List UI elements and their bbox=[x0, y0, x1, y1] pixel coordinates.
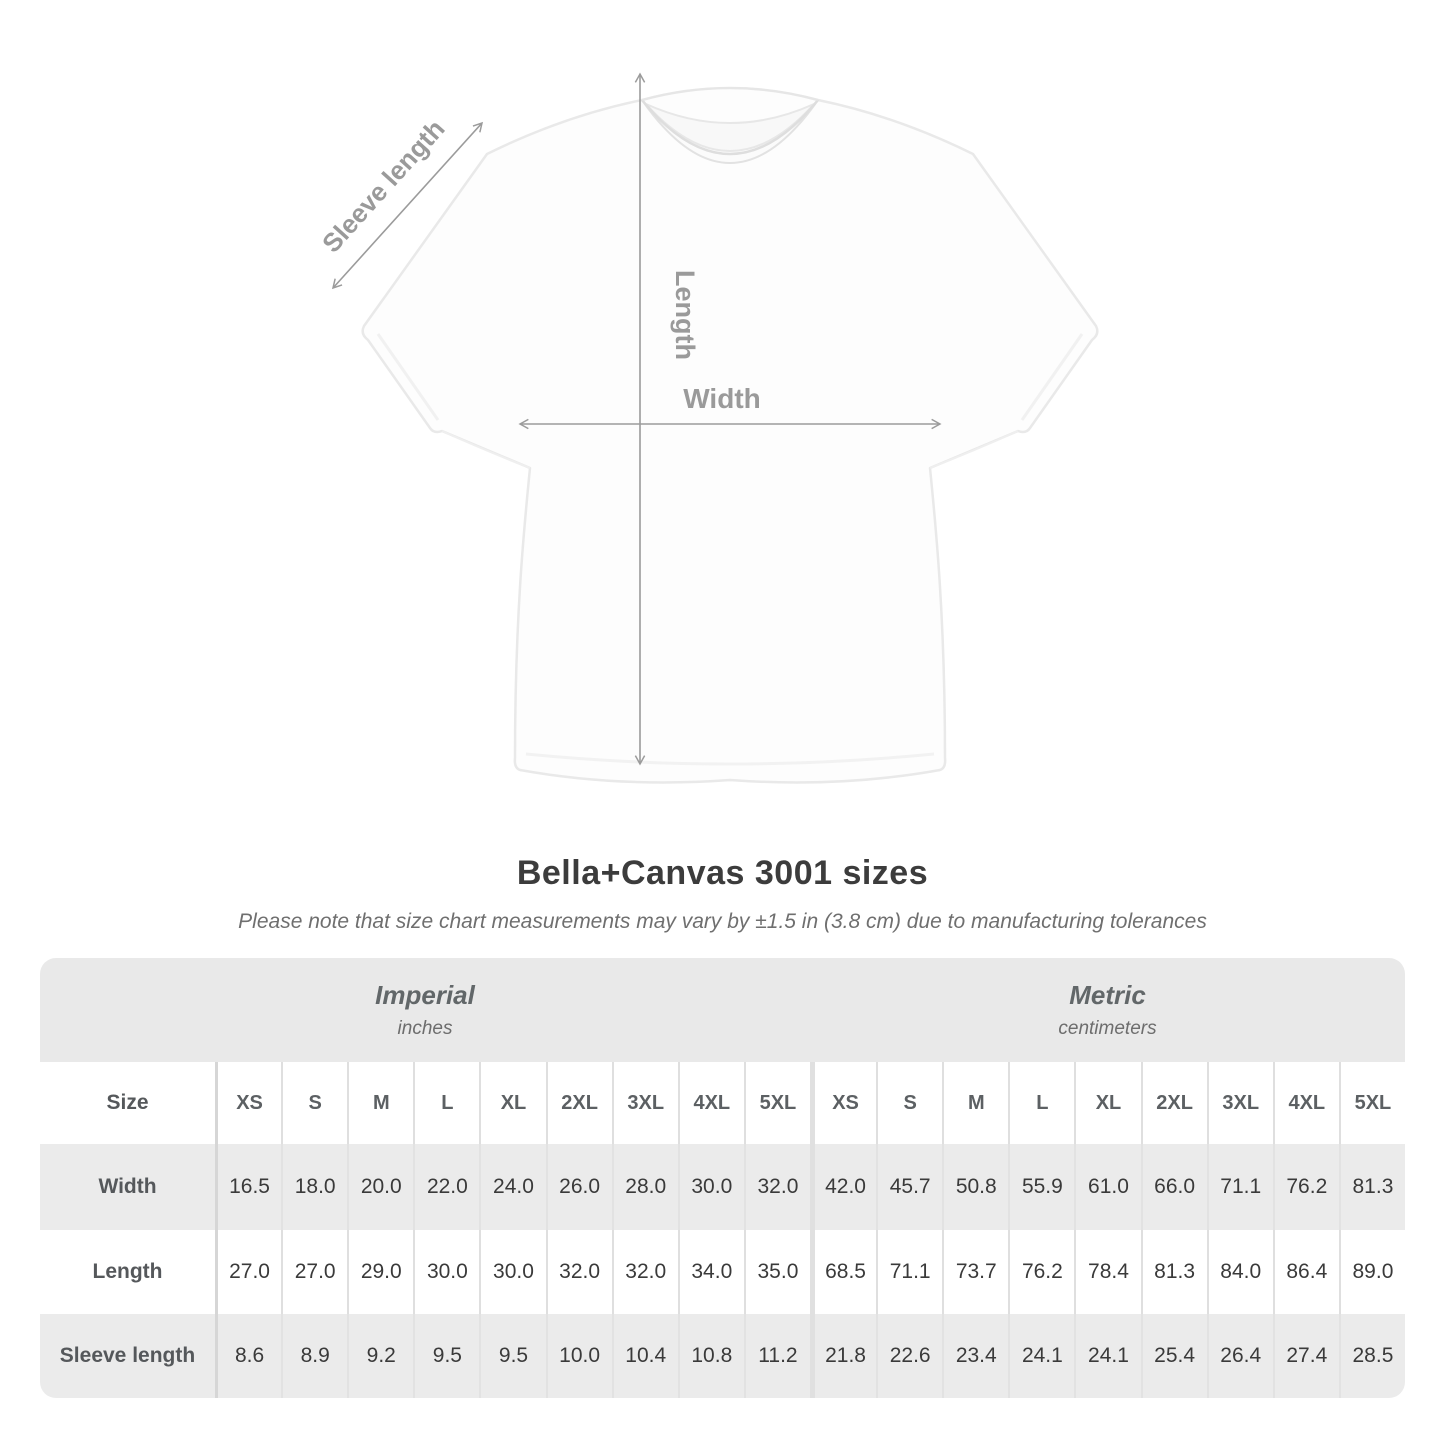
size-cell: 4XL bbox=[677, 1062, 744, 1144]
page-title: Bella+Canvas 3001 sizes bbox=[516, 854, 929, 892]
imperial-label: Imperial bbox=[375, 980, 475, 1010]
value-cell: 8.9 bbox=[281, 1314, 347, 1398]
value-cell: 28.0 bbox=[611, 1144, 678, 1230]
size-cell: L bbox=[413, 1062, 479, 1144]
tshirt-image: Sleeve length Length Width bbox=[316, 72, 1099, 784]
value-cell: 27.0 bbox=[215, 1230, 281, 1314]
value-cell: 76.2 bbox=[1272, 1144, 1339, 1230]
value-cell: 42.0 bbox=[810, 1144, 876, 1230]
value-cell: 27.4 bbox=[1272, 1314, 1339, 1398]
value-cell: 22.0 bbox=[413, 1144, 479, 1230]
value-cell: 25.4 bbox=[1140, 1314, 1207, 1398]
size-cell: 2XL bbox=[545, 1062, 612, 1144]
metric-header: Metric centimeters bbox=[810, 958, 1405, 1062]
size-cell: M bbox=[347, 1062, 413, 1144]
width-measure: Width bbox=[518, 383, 942, 430]
value-cell: 24.1 bbox=[1008, 1314, 1074, 1398]
size-cell: XS bbox=[810, 1062, 876, 1144]
size-cell: M bbox=[942, 1062, 1008, 1144]
table-unit-header: Imperial inches Metric centimeters bbox=[40, 958, 1405, 1062]
size-cell: XL bbox=[1074, 1062, 1140, 1144]
value-cell: 78.4 bbox=[1074, 1230, 1140, 1314]
value-cell: 26.4 bbox=[1206, 1314, 1273, 1398]
sleeve-length-arrow bbox=[331, 121, 484, 290]
value-cell: 32.0 bbox=[743, 1144, 810, 1230]
value-cell: 68.5 bbox=[810, 1230, 876, 1314]
value-cell: 73.7 bbox=[942, 1230, 1008, 1314]
value-cell: 35.0 bbox=[743, 1230, 810, 1314]
value-cell: 11.2 bbox=[743, 1314, 810, 1398]
tshirt-outline bbox=[361, 86, 1099, 784]
row-label: Width bbox=[98, 1175, 157, 1198]
value-cell: 71.1 bbox=[1206, 1144, 1273, 1230]
size-row-label: Size bbox=[106, 1091, 149, 1114]
imperial-unit: inches bbox=[397, 1018, 453, 1039]
size-cell: S bbox=[281, 1062, 347, 1144]
size-cell: XL bbox=[479, 1062, 545, 1144]
value-cell: 34.0 bbox=[677, 1230, 744, 1314]
tolerance-note: Please note that size chart measurements… bbox=[238, 910, 1207, 933]
size-cell: 2XL bbox=[1140, 1062, 1207, 1144]
value-cell: 30.0 bbox=[479, 1230, 545, 1314]
value-cell: 81.3 bbox=[1140, 1230, 1207, 1314]
value-cell: 84.0 bbox=[1206, 1230, 1273, 1314]
size-header-row: Size XS S M L XL 2XL 3XL 4XL 5XL XS S M L XL 2XL 3XL 4X… bbox=[40, 1062, 1405, 1144]
value-cell: 9.5 bbox=[413, 1314, 479, 1398]
table-row-width: Width 16.5 18.0 20.0 22.0 24.0 26.0 28.0 30.0 32… bbox=[40, 1144, 1405, 1230]
value-cell: 10.4 bbox=[611, 1314, 678, 1398]
metric-label: Metric bbox=[1069, 980, 1146, 1010]
value-cell: 9.5 bbox=[479, 1314, 545, 1398]
value-cell: 45.7 bbox=[876, 1144, 942, 1230]
value-cell: 24.0 bbox=[479, 1144, 545, 1230]
value-cell: 30.0 bbox=[677, 1144, 744, 1230]
row-label: Length bbox=[92, 1260, 163, 1283]
value-cell: 86.4 bbox=[1272, 1230, 1339, 1314]
size-cell: XS bbox=[215, 1062, 281, 1144]
value-cell: 22.6 bbox=[876, 1314, 942, 1398]
value-cell: 10.8 bbox=[677, 1314, 744, 1398]
value-cell: 32.0 bbox=[611, 1230, 678, 1314]
width-label: Width bbox=[683, 383, 761, 414]
value-cell: 55.9 bbox=[1008, 1144, 1074, 1230]
value-cell: 71.1 bbox=[876, 1230, 942, 1314]
size-cell: 4XL bbox=[1272, 1062, 1339, 1144]
value-cell: 23.4 bbox=[942, 1314, 1008, 1398]
value-cell: 27.0 bbox=[281, 1230, 347, 1314]
value-cell: 66.0 bbox=[1140, 1144, 1207, 1230]
value-cell: 81.3 bbox=[1338, 1144, 1405, 1230]
value-cell: 61.0 bbox=[1074, 1144, 1140, 1230]
value-cell: 89.0 bbox=[1338, 1230, 1405, 1314]
value-cell: 76.2 bbox=[1008, 1230, 1074, 1314]
value-cell: 32.0 bbox=[545, 1230, 612, 1314]
imperial-header: Imperial inches bbox=[40, 958, 810, 1062]
size-cell: L bbox=[1008, 1062, 1074, 1144]
size-cell: 5XL bbox=[743, 1062, 810, 1144]
value-cell: 16.5 bbox=[215, 1144, 281, 1230]
value-cell: 24.1 bbox=[1074, 1314, 1140, 1398]
value-cell: 29.0 bbox=[347, 1230, 413, 1314]
value-cell: 10.0 bbox=[545, 1314, 612, 1398]
row-label: Sleeve length bbox=[59, 1344, 196, 1367]
metric-unit: centimeters bbox=[1058, 1018, 1157, 1039]
value-cell: 30.0 bbox=[413, 1230, 479, 1314]
tshirt-measurement-diagram: Sleeve length Length Width bbox=[280, 58, 1160, 820]
value-cell: 20.0 bbox=[347, 1144, 413, 1230]
size-chart-table: Imperial inches Metric centimeters Size … bbox=[40, 958, 1405, 1398]
value-cell: 26.0 bbox=[545, 1144, 612, 1230]
table-row-sleeve-length: Sleeve length 8.6 8.9 9.2 9.5 9.5 10.0 10.4 10.… bbox=[40, 1314, 1405, 1398]
table-row-length: Length 27.0 27.0 29.0 30.0 30.0 32.0 32.0 34.0 3… bbox=[40, 1230, 1405, 1314]
size-cell: 5XL bbox=[1338, 1062, 1405, 1144]
size-cell: S bbox=[876, 1062, 942, 1144]
value-cell: 21.8 bbox=[810, 1314, 876, 1398]
value-cell: 9.2 bbox=[347, 1314, 413, 1398]
value-cell: 50.8 bbox=[942, 1144, 1008, 1230]
length-label: Length bbox=[670, 270, 700, 360]
value-cell: 8.6 bbox=[215, 1314, 281, 1398]
value-cell: 28.5 bbox=[1338, 1314, 1405, 1398]
value-cell: 18.0 bbox=[281, 1144, 347, 1230]
size-cell: 3XL bbox=[611, 1062, 678, 1144]
size-cell: 3XL bbox=[1206, 1062, 1273, 1144]
